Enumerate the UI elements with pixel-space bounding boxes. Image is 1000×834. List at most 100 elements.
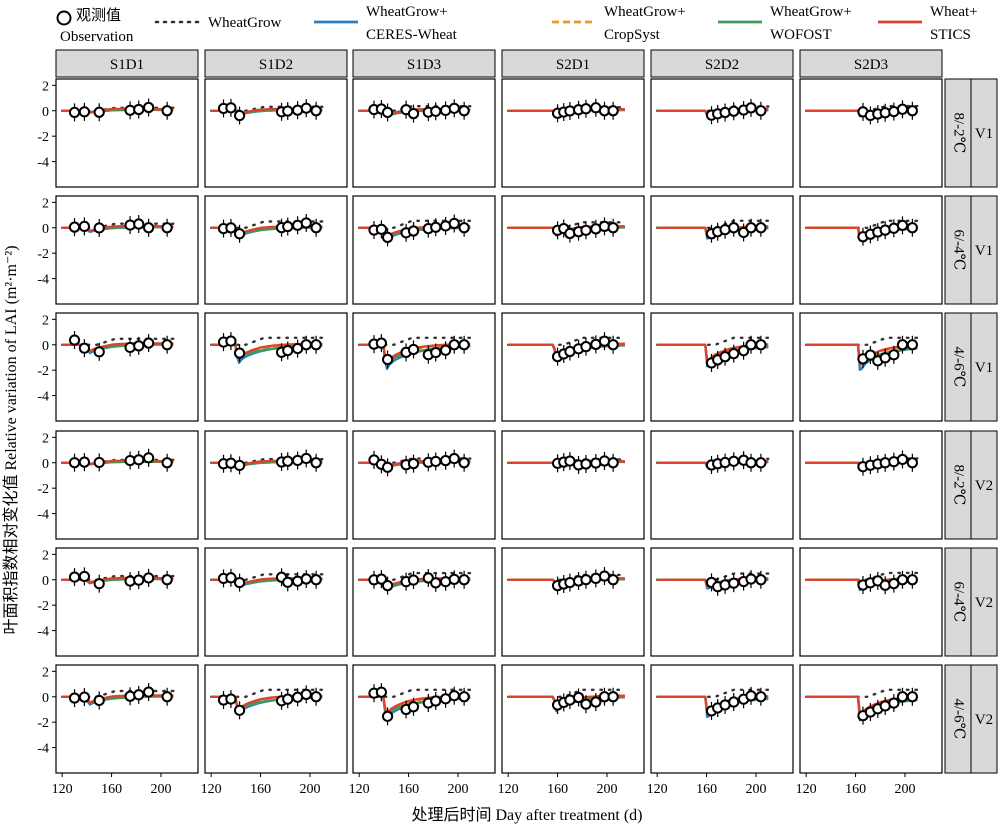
obs-point [161,222,173,234]
x-tick-label: 120 [201,782,222,797]
y-tick-label: -2 [37,716,49,731]
obs-point [607,105,619,117]
obs-point [879,579,891,591]
column-label-s1d1: S1D1 [110,57,144,73]
x-tick-label: 200 [596,782,617,797]
row-temp-label-5: 4/-6℃ [951,699,967,740]
obs-point [580,103,592,115]
obs-point [738,345,750,357]
obs-point [124,341,136,354]
obs-point [888,349,900,361]
obs-point [300,573,312,585]
obs-point [381,580,394,592]
row-strip-variety-0 [970,78,998,188]
obs-point [728,577,740,589]
legend-label-crop-line2: CropSyst [604,27,661,43]
row-temp-label-4: 6/-4℃ [951,582,967,623]
legend-label-wg: WheatGrow [208,15,281,31]
obs-point [225,335,237,347]
obs-point [78,342,91,354]
obs-point [93,106,105,118]
obs-point [282,105,294,117]
panel-r5-s2d3 [799,547,943,657]
panel-r2-s2d3 [799,195,943,305]
obs-point [300,102,312,114]
row-strip-variety-2 [970,312,998,422]
panel-r3-s2d3 [799,312,943,422]
obs-point [68,457,81,469]
x-tick-label: 200 [150,782,171,797]
obs-point [78,220,91,233]
row-temp-label-0: 8/-2℃ [951,113,967,154]
panel-r5-s1d2 [204,547,348,657]
obs-point [728,348,740,360]
obs-point [745,339,757,351]
obs-point [719,579,731,591]
obs-point [430,346,442,359]
y-tick-label: -4 [37,742,49,757]
obs-point [133,218,145,230]
panel-r1-s2d1 [501,78,645,188]
obs-point [310,105,322,117]
obs-point [375,337,387,349]
row-strip-variety-3 [970,430,998,540]
obs-point [755,691,767,703]
y-tick-label: 0 [42,691,49,706]
row-variety-label-0: V1 [975,126,993,142]
row-temp-label-2: 4/-6℃ [951,347,967,388]
obs-point [161,457,173,469]
y-axis-title: 叶面积指数相对变化值 Relative variation of LAI (m²… [2,245,20,634]
obs-point [896,103,909,115]
obs-point [407,343,420,356]
column-strip-s2d1 [501,49,645,78]
obs-point [745,573,757,585]
x-tick-label: 200 [447,782,468,797]
column-strip-s2d2 [650,49,794,78]
obs-point [896,339,909,351]
x-tick-label: 120 [52,782,73,797]
obs-point [143,686,155,698]
obs-point [755,339,767,351]
obs-point [448,339,460,351]
legend-label-ceres-line2: CERES-Wheat [366,27,458,43]
obs-point [607,339,619,351]
y-tick-label: 2 [42,431,49,446]
obs-point [564,227,576,240]
obs-point [225,572,237,584]
y-tick-label: -2 [37,247,49,262]
obs-point [906,222,918,234]
y-tick-label: 0 [42,339,49,354]
obs-point [407,108,420,120]
obs-point [407,225,420,237]
obs-point [755,222,767,234]
obs-point [143,337,155,349]
obs-point [282,693,294,705]
row-variety-label-5: V2 [975,712,993,728]
panel-r2-s2d2 [650,195,794,305]
panel-r3-s2d1 [501,312,645,422]
row-strip-variety-5 [970,664,998,774]
obs-point [580,698,592,710]
obs-point [93,456,105,469]
obs-point [458,105,470,117]
obs-point [430,105,442,117]
column-label-s1d2: S1D2 [259,57,293,73]
panel-r4-s1d2 [204,430,348,540]
obs-point [161,574,173,586]
obs-point [225,693,237,705]
obs-point [458,339,470,351]
obs-point [448,453,460,465]
obs-point [233,109,246,122]
obs-point [440,344,452,356]
y-tick-label: -2 [37,599,49,614]
obs-point [896,574,909,586]
obs-point [93,222,105,234]
obs-point [896,453,909,466]
obs-point [407,458,420,470]
obs-point [225,102,237,114]
obs-point [896,691,909,703]
panel-r2-s1d1 [55,195,199,305]
obs-point [310,457,322,469]
obs-point [78,456,91,468]
